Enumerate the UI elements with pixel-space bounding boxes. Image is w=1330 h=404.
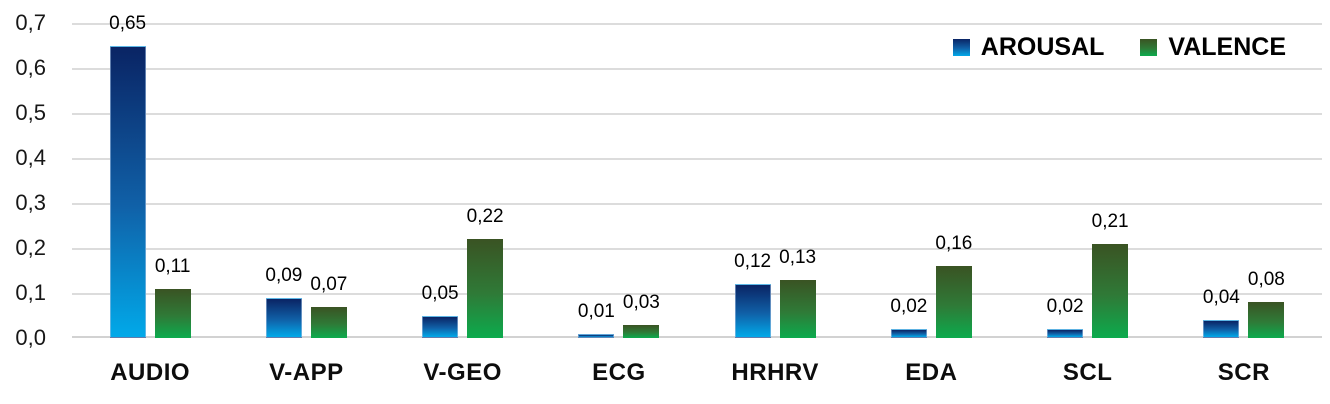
data-label-valence-scl: 0,21 [1091,210,1129,232]
y-tick-label: 0,3 [15,190,46,215]
data-label-valence-scr: 0,08 [1247,269,1285,291]
y-tick-label: 0,0 [15,325,46,350]
bar-valence-v-geo [467,239,504,338]
bar-col: 0,21 [1092,211,1129,338]
data-label-valence-v-geo: 0,22 [466,206,504,228]
bar-col: 0,11 [154,256,191,338]
bar-col: 0,13 [779,247,816,338]
bar-valence-ecg [623,324,660,338]
data-label-arousal-scr: 0,04 [1202,287,1240,309]
bar-valence-scl [1092,243,1129,338]
bar-group-audio: 0,65 0,11 [72,13,228,338]
bar-col: 0,03 [623,292,660,338]
gridline [72,113,1322,115]
bar-col: 0,07 [310,274,347,338]
bar-valence-hrhrv [779,279,816,338]
y-tick-label: 0,6 [15,55,46,80]
y-tick-label: 0,7 [15,10,46,35]
data-label-arousal-audio: 0,65 [109,12,147,34]
bar-valence-eda [935,266,972,338]
data-label-arousal-v-geo: 0,05 [421,282,459,304]
x-label-scr: SCR [1217,359,1270,386]
arousal-swatch-icon [952,39,970,56]
bar-col: 0,02 [1047,296,1084,338]
bar-arousal-audio [109,45,146,338]
data-label-arousal-v-app: 0,09 [265,264,303,286]
bar-group-eda: 0,02 0,16 [853,23,1009,338]
bar-arousal-ecg [578,333,615,338]
bar-col: 0,12 [734,251,771,338]
gridline [72,158,1322,160]
gridline [72,203,1322,205]
data-label-valence-audio: 0,11 [154,255,191,277]
bar-col: 0,05 [422,283,459,338]
bar-arousal-hrhrv [734,284,771,338]
gridline [72,293,1322,295]
y-tick-label: 0,5 [15,100,46,125]
bar-group-v-geo: 0,05 0,22 [385,23,541,338]
bar-col: 0,01 [578,301,615,338]
valence-swatch-icon [1140,39,1158,56]
bar-col: 0,04 [1203,287,1240,338]
bar-arousal-scr [1203,320,1240,338]
bar-col: 0,16 [935,233,972,338]
y-tick-label: 0,1 [15,280,46,305]
y-tick-label: 0,4 [15,145,46,170]
bar-group-scl: 0,02 0,21 [1010,23,1166,338]
x-label-v-app: V-APP [269,359,344,386]
gridline [72,23,1322,25]
data-label-valence-ecg: 0,03 [622,291,660,313]
data-label-valence-eda: 0,16 [935,233,973,255]
bar-valence-v-app [310,306,347,338]
bar-arousal-v-geo [422,315,459,338]
bar-col: 0,65 [109,13,146,338]
legend-label-arousal: AROUSAL [980,33,1105,61]
data-label-valence-v-app: 0,07 [310,273,348,295]
legend-item-arousal: AROUSAL [952,33,1105,62]
bar-col: 0,22 [467,206,504,338]
data-label-arousal-eda: 0,02 [890,296,928,318]
data-label-valence-hrhrv: 0,13 [779,246,817,268]
gridline [72,68,1322,70]
legend-item-valence: VALENCE [1140,33,1286,62]
legend: AROUSAL VALENCE [952,33,1286,62]
legend-label-valence: VALENCE [1168,33,1286,61]
x-label-v-geo: V-GEO [423,359,502,386]
bar-group-scr: 0,04 0,08 [1166,23,1322,338]
bar-arousal-eda [890,329,927,338]
y-tick-label: 0,2 [15,235,46,260]
x-label-ecg: ECG [592,359,646,386]
x-label-hrhrv: HRHRV [731,359,819,386]
plot-area: 0,65 0,11 0,09 0,07 0,05 0,22 0,01 0,03 0,12 0,13… [72,13,1322,338]
bar-valence-scr [1248,302,1285,338]
bar-group-hrhrv: 0,12 0,13 [697,23,853,338]
bar-arousal-v-app [265,297,302,338]
gridline [72,248,1322,250]
bar-col: 0,02 [890,296,927,338]
x-label-eda: EDA [905,359,958,386]
x-label-audio: AUDIO [110,359,191,386]
bar-groups: 0,65 0,11 0,09 0,07 0,05 0,22 0,01 0,03 0,12 0,13… [72,13,1322,338]
gridline [72,336,1322,338]
data-label-arousal-ecg: 0,01 [577,300,615,322]
bar-group-ecg: 0,01 0,03 [541,23,697,338]
bar-col: 0,08 [1248,269,1285,338]
bar-group-v-app: 0,09 0,07 [228,23,384,338]
bar-valence-audio [154,288,191,338]
bar-col: 0,09 [265,265,302,338]
x-axis-labels: AUDIO V-APP V-GEO ECG HRHRV EDA SCL SCR [72,359,1322,387]
data-label-arousal-scl: 0,02 [1046,296,1084,318]
x-label-scl: SCL [1062,359,1113,386]
bar-arousal-scl [1047,329,1084,338]
data-label-arousal-hrhrv: 0,12 [734,251,772,273]
